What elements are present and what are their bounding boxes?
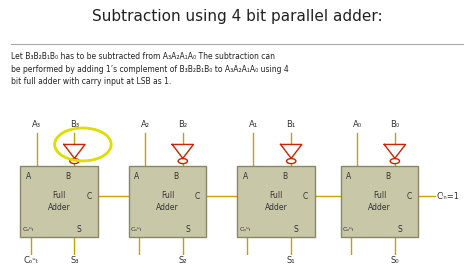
Text: A: A [346,172,352,181]
Text: B: B [385,172,391,181]
Text: C: C [195,192,200,201]
Text: B₃: B₃ [70,120,79,129]
Text: S₃: S₃ [70,256,79,265]
FancyBboxPatch shape [341,166,419,237]
Text: A: A [134,172,139,181]
Text: Full: Full [53,190,66,200]
Text: Full: Full [373,190,386,200]
Text: Adder: Adder [48,203,71,212]
Circle shape [286,159,296,164]
Text: S: S [77,225,82,234]
Text: B: B [282,172,287,181]
Text: B₁: B₁ [287,120,296,129]
Text: A₁: A₁ [249,120,258,129]
Text: C: C [407,192,412,201]
FancyBboxPatch shape [128,166,206,237]
Text: Let B₃B₂B₁B₀ has to be subtracted from A₃A₂A₁A₀ The subtraction can
be performed: Let B₃B₂B₁B₀ has to be subtracted from A… [11,52,289,86]
Text: B₀: B₀ [390,120,400,129]
Text: Cₒᵘₜ: Cₒᵘₜ [23,256,38,265]
Text: Cᴵₙ=1: Cᴵₙ=1 [437,192,459,201]
Text: Full: Full [161,190,174,200]
Text: S₂: S₂ [179,256,187,265]
Text: C: C [303,192,308,201]
Text: S: S [185,225,190,234]
Text: B₂: B₂ [178,120,187,129]
Text: A₂: A₂ [141,120,150,129]
Text: Cₒᵘₜ: Cₒᵘₜ [23,227,34,232]
Text: B: B [65,172,70,181]
Text: Cₒᵘₜ: Cₒᵘₜ [239,227,251,232]
Text: C: C [86,192,91,201]
Text: S: S [293,225,298,234]
Text: Subtraction using 4 bit parallel adder:: Subtraction using 4 bit parallel adder: [91,9,383,24]
Text: B: B [173,172,179,181]
Circle shape [70,159,79,164]
Text: Adder: Adder [156,203,179,212]
Text: S: S [397,225,402,234]
Text: A₃: A₃ [32,120,41,129]
Circle shape [178,159,188,164]
Text: Full: Full [269,190,283,200]
Text: S₀: S₀ [391,256,399,265]
Text: A: A [26,172,31,181]
Text: Adder: Adder [368,203,391,212]
Text: A: A [243,172,248,181]
FancyBboxPatch shape [237,166,315,237]
Text: Cₒᵘₜ: Cₒᵘₜ [131,227,143,232]
Text: Adder: Adder [264,203,287,212]
Circle shape [390,159,400,164]
Text: A₀: A₀ [353,120,362,129]
Text: S₁: S₁ [287,256,295,265]
Text: Cₒᵘₜ: Cₒᵘₜ [343,227,355,232]
FancyBboxPatch shape [20,166,98,237]
